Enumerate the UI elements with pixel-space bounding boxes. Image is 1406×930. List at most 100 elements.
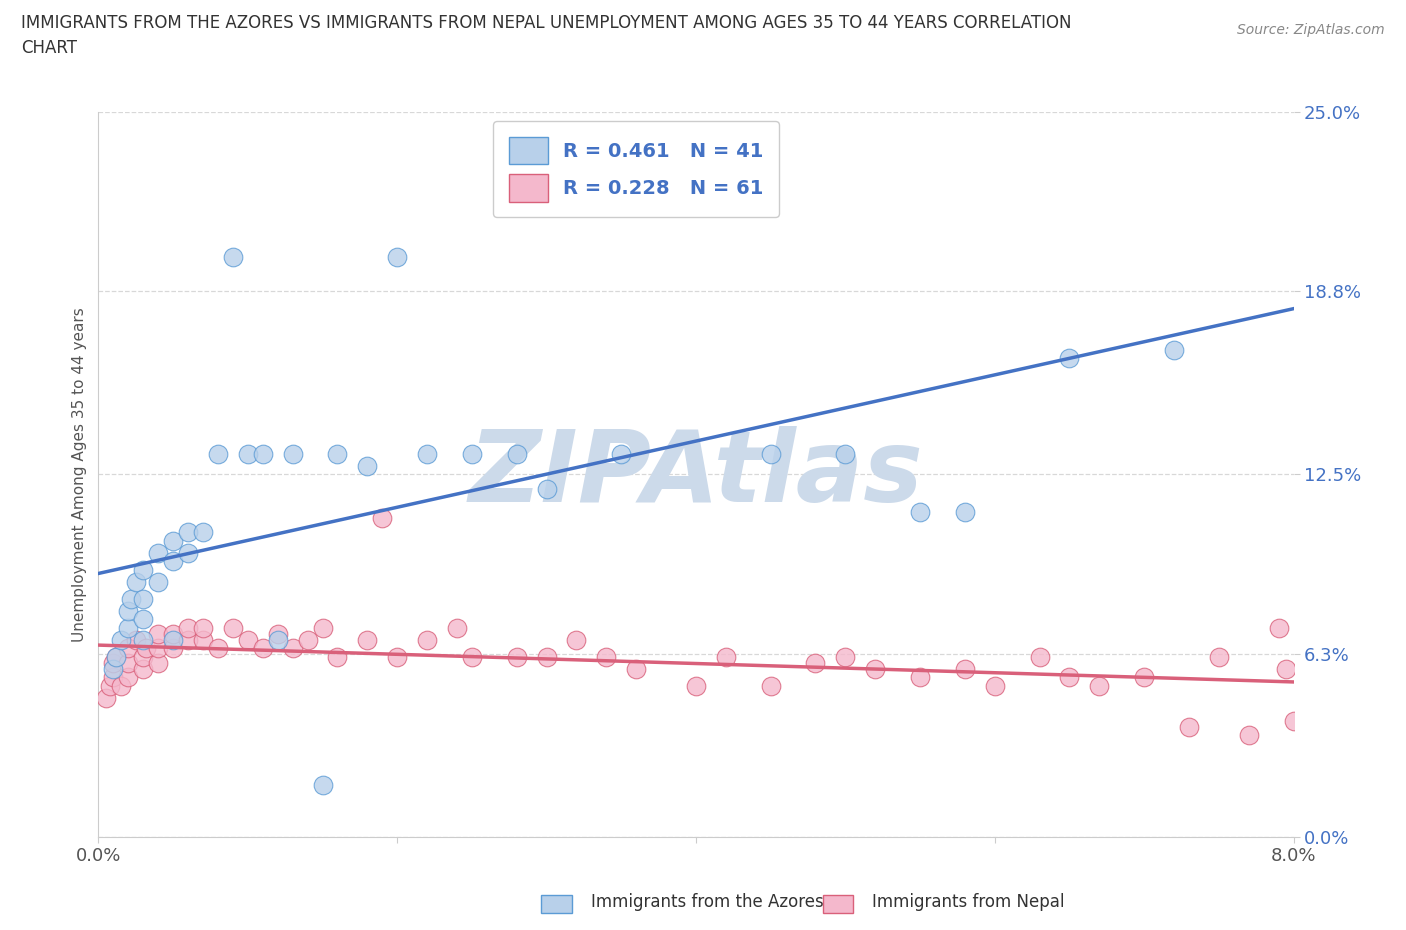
Point <box>110 632 132 647</box>
Point <box>1282 713 1305 728</box>
Point <box>117 604 139 618</box>
Point <box>162 534 184 549</box>
Point <box>252 446 274 461</box>
Point <box>191 620 214 635</box>
Point <box>804 656 827 671</box>
Point <box>297 632 319 647</box>
Text: ZIPAtlas: ZIPAtlas <box>468 426 924 523</box>
Point <box>177 620 200 635</box>
Point <box>416 446 439 461</box>
Point <box>953 661 976 676</box>
Point <box>125 574 148 589</box>
Y-axis label: Unemployment Among Ages 35 to 44 years: Unemployment Among Ages 35 to 44 years <box>72 307 87 642</box>
Point <box>865 661 887 676</box>
Point <box>385 650 409 665</box>
Point <box>105 650 128 665</box>
Point <box>326 650 349 665</box>
Point <box>98 679 122 694</box>
Point <box>1028 650 1050 665</box>
Point <box>834 446 856 461</box>
Point <box>1163 342 1185 357</box>
Point <box>506 446 529 461</box>
Point <box>103 656 125 671</box>
Legend: R = 0.461   N = 41, R = 0.228   N = 61: R = 0.461 N = 41, R = 0.228 N = 61 <box>494 121 779 218</box>
Point <box>984 679 1007 694</box>
Point <box>326 446 349 461</box>
Point <box>267 627 290 642</box>
Point <box>236 446 259 461</box>
Point <box>908 505 931 520</box>
Point <box>103 670 125 684</box>
Text: Immigrants from Nepal: Immigrants from Nepal <box>872 893 1064 910</box>
Point <box>953 505 976 520</box>
Point <box>135 641 157 656</box>
Point <box>1267 620 1289 635</box>
Point <box>132 591 155 606</box>
Point <box>110 679 132 694</box>
Point <box>162 627 184 642</box>
Point <box>222 620 245 635</box>
Point <box>132 661 155 676</box>
Point <box>356 458 378 473</box>
Point <box>536 650 558 665</box>
Point <box>207 641 229 656</box>
Point <box>132 632 155 647</box>
Point <box>1178 719 1201 734</box>
Point <box>1275 661 1298 676</box>
Point <box>385 249 409 264</box>
Text: Source: ZipAtlas.com: Source: ZipAtlas.com <box>1237 23 1385 37</box>
Point <box>117 670 139 684</box>
Point <box>148 627 170 642</box>
Point <box>281 641 304 656</box>
Point <box>94 690 117 705</box>
Point <box>148 545 170 560</box>
Point <box>461 446 484 461</box>
Point <box>1133 670 1156 684</box>
Point <box>162 632 184 647</box>
Point <box>626 661 648 676</box>
Point <box>207 446 229 461</box>
Point <box>132 563 155 578</box>
Point <box>177 632 200 647</box>
Point <box>1237 728 1260 743</box>
Point <box>446 620 468 635</box>
Point <box>1059 351 1081 365</box>
Point <box>103 661 125 676</box>
Point <box>536 482 558 497</box>
Point <box>759 679 782 694</box>
Point <box>311 777 333 792</box>
Point <box>191 525 214 539</box>
Text: IMMIGRANTS FROM THE AZORES VS IMMIGRANTS FROM NEPAL UNEMPLOYMENT AMONG AGES 35 T: IMMIGRANTS FROM THE AZORES VS IMMIGRANTS… <box>21 14 1071 32</box>
Point <box>1088 679 1111 694</box>
Point <box>162 641 184 656</box>
Point <box>371 511 394 525</box>
Point <box>148 656 170 671</box>
Point <box>908 670 931 684</box>
Point <box>685 185 707 200</box>
Point <box>125 632 148 647</box>
Text: CHART: CHART <box>21 39 77 57</box>
Point <box>1208 650 1230 665</box>
Point <box>105 650 128 665</box>
Point <box>177 525 200 539</box>
Point <box>148 641 170 656</box>
Point <box>117 620 139 635</box>
Point <box>132 612 155 627</box>
Point <box>506 650 529 665</box>
Point <box>148 574 170 589</box>
Point <box>222 249 245 264</box>
Point <box>565 632 588 647</box>
Point <box>1059 670 1081 684</box>
Point <box>177 545 200 560</box>
Point <box>834 650 856 665</box>
Point <box>281 446 304 461</box>
Point <box>461 650 484 665</box>
Point <box>714 650 737 665</box>
Point <box>162 554 184 569</box>
Point <box>132 650 155 665</box>
Point <box>610 446 633 461</box>
Point <box>685 679 707 694</box>
Point <box>191 632 214 647</box>
Point <box>267 632 290 647</box>
Point <box>356 632 378 647</box>
